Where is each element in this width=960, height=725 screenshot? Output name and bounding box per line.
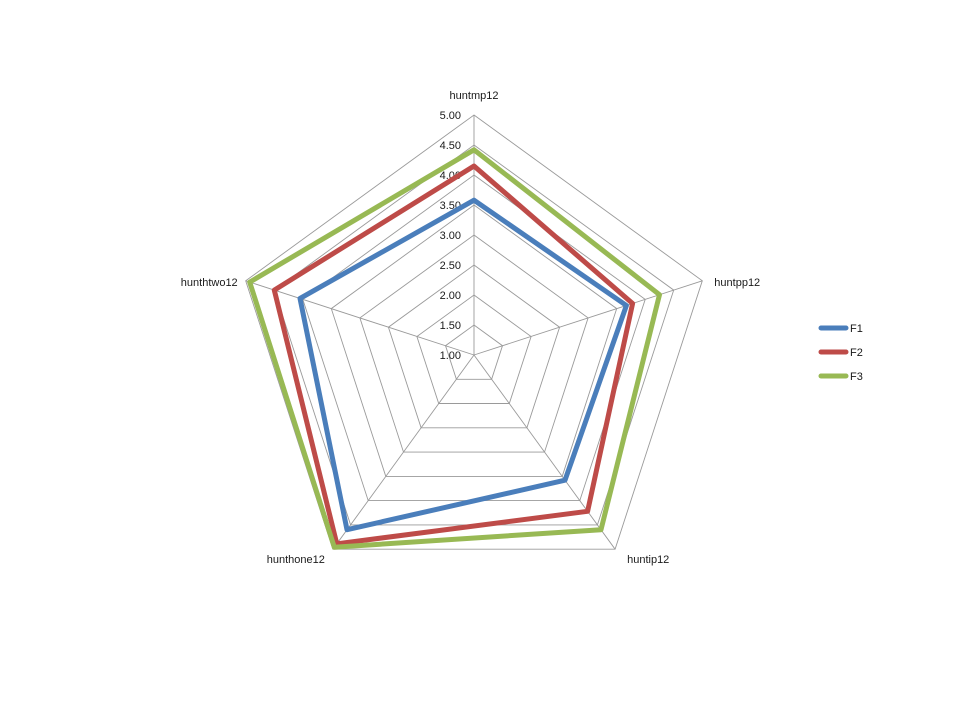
series-line-F3: [247, 147, 662, 550]
tick-label: 4.50: [440, 140, 461, 152]
grid-ring-4: [359, 234, 589, 453]
grid-ring-2: [416, 294, 532, 404]
series-line-F1: [297, 197, 629, 533]
axis-spoke-4: [245, 280, 475, 356]
tick-label: 3.00: [440, 230, 461, 242]
tick-label: 5.00: [440, 110, 461, 122]
tick-label: 1.00: [440, 350, 461, 362]
grid-ring-5: [330, 204, 618, 477]
grid-ring-3: [387, 264, 561, 429]
axis-spoke-2: [473, 354, 616, 550]
tick-label: 2.00: [440, 290, 461, 302]
series-line-F2: [271, 163, 636, 547]
tick-label: 1.50: [440, 320, 461, 332]
legend-label-F2: F2: [850, 347, 863, 359]
axis-label-huntmp12: huntmp12: [450, 90, 499, 102]
series-layer: [247, 147, 662, 550]
axis-label-huntpp12: huntpp12: [714, 277, 760, 289]
axis-label-huntip12: huntip12: [627, 554, 669, 566]
tick-labels: 1.001.502.002.503.003.504.004.505.00: [440, 110, 461, 362]
axis-label-hunthone12: hunthone12: [267, 554, 325, 566]
legend: F1 F2 F3: [818, 323, 863, 383]
axis-labels: huntmp12 huntpp12 huntip12 hunthone12 huntht…: [181, 90, 760, 566]
tick-label: 2.50: [440, 260, 461, 272]
axis-spoke-3: [332, 354, 475, 550]
legend-label-F3: F3: [850, 371, 863, 383]
grid-ring-8: [245, 114, 703, 550]
axis-spoke-1: [473, 280, 703, 356]
grid-ring-1: [444, 324, 504, 380]
legend-label-F1: F1: [850, 323, 863, 335]
axis-label-hunthtwo12: hunthtwo12: [181, 277, 238, 289]
